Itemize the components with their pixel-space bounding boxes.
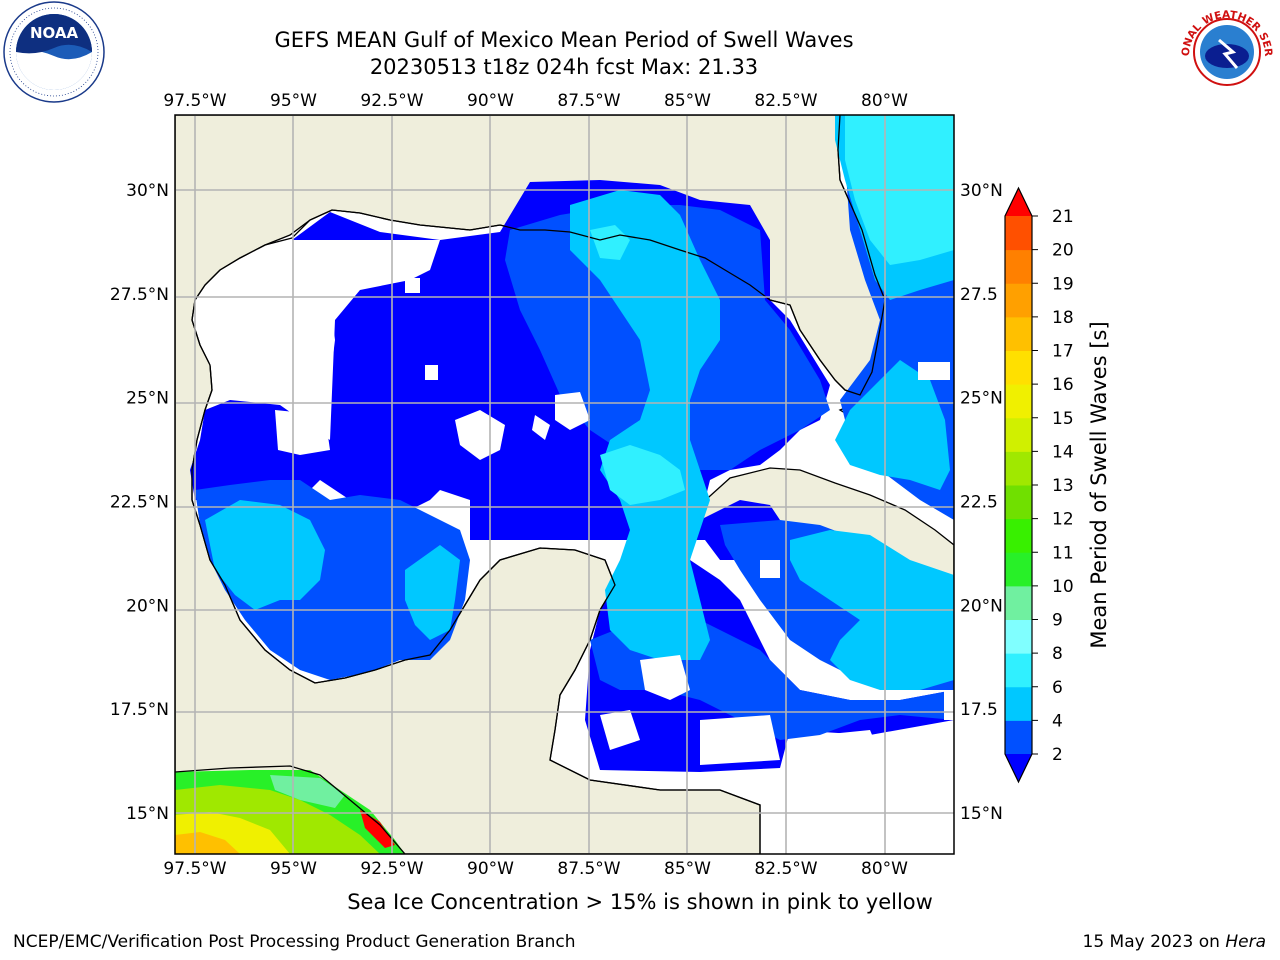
x-tick-label-top: 80°W (861, 91, 908, 111)
colorbar-tick-label: 4 (1052, 711, 1063, 731)
x-tick-label-top: 97.5°W (163, 91, 226, 111)
y-tick-label-left: 22.5°N (110, 493, 169, 513)
chart-subtitle: 20230513 t18z 024h fcst Max: 21.33 (369, 55, 759, 79)
colorbar-segment (1005, 316, 1032, 351)
colorbar-tick-label: 10 (1052, 577, 1074, 597)
field-4to6-b (405, 545, 460, 640)
x-tick-label-bottom: 90°W (467, 859, 514, 879)
x-tick-label-bottom: 87.5°W (557, 859, 620, 879)
swell-field (190, 115, 954, 772)
field-4to6 (205, 500, 325, 610)
colorbar-label: Mean Period of Swell Waves [s] (1087, 321, 1111, 648)
gridlines (175, 115, 954, 854)
colorbar: 2 4 6 8 9 10 11 12 13 14 15 16 17 18 19 20 21 Mean Period… (1004, 186, 1111, 784)
colorbar-tick-label: 17 (1052, 342, 1074, 362)
y-tick-label-left: 17.5°N (110, 700, 169, 720)
colorbar-tick-label: 16 (1052, 375, 1074, 395)
y-tick-label-left: 25°N (126, 389, 169, 409)
y-tick-label-left: 27.5°N (110, 285, 169, 305)
y-tick-label-left: 30°N (126, 181, 169, 201)
field-6to8-b (600, 445, 685, 505)
colorbar-segment (1005, 585, 1032, 620)
colorbar-segment (1005, 216, 1032, 251)
run-date-text: 15 May 2023 on (1082, 932, 1226, 952)
colorbar-tick-label: 8 (1052, 644, 1063, 664)
colorbar-tick-label: 18 (1052, 308, 1074, 328)
y-tick-label-right: 22.5 (960, 493, 998, 513)
colorbar-extend-high (1005, 188, 1032, 216)
sea-ice-orange (175, 832, 240, 854)
noaa-logo-text: NOAA (30, 24, 79, 42)
sea-ice-teal (270, 775, 345, 808)
x-tick-label-bottom: 95°W (270, 859, 317, 879)
colorbar-tick-label: 2 (1052, 745, 1063, 765)
y-tick-label-left: 15°N (126, 804, 169, 824)
sea-ice-note: Sea Ice Concentration > 15% is shown in … (347, 890, 933, 914)
colorbar-segment (1005, 552, 1032, 587)
x-tick-label-top: 85°W (664, 91, 711, 111)
x-tick-label-bottom: 97.5°W (163, 859, 226, 879)
y-tick-label-left: 20°N (126, 596, 169, 616)
colorbar-tick-label: 12 (1052, 510, 1074, 530)
map-frame (174, 114, 955, 855)
colorbar-segment (1005, 249, 1032, 284)
colorbar-tick-label: 14 (1052, 442, 1074, 462)
colorbar-tick-label: 11 (1052, 543, 1074, 563)
y-tick-label-right: 25°N (960, 389, 1003, 409)
nws-logo: NATIONAL WEATHER SERVICE (1175, 0, 1277, 102)
tick-labels: 97.5°W 97.5°W 95°W 95°W 92.5°W 92.5°W 90°W 90°W… (110, 91, 1003, 879)
x-tick-label-top: 87.5°W (557, 91, 620, 111)
x-tick-label-top: 90°W (467, 91, 514, 111)
colorbar-tick-label: 21 (1052, 207, 1074, 227)
y-tick-label-right: 30°N (960, 181, 1003, 201)
x-tick-label-top: 92.5°W (360, 91, 423, 111)
field-4to6-c (570, 190, 720, 660)
run-date: 15 May 2023 on Hera (1083, 932, 1267, 952)
colorbar-segment (1005, 350, 1032, 385)
machine-name: Hera (1225, 932, 1266, 952)
colorbar-segment (1005, 485, 1032, 520)
x-tick-label-top: 95°W (270, 91, 317, 111)
colorbar-segment (1005, 283, 1032, 318)
y-tick-label-right: 17.5 (960, 700, 998, 720)
field-6to8-c (590, 225, 630, 260)
colorbar-segment (1005, 619, 1032, 654)
y-tick-label-right: 15°N (960, 804, 1003, 824)
colorbar-segment (1005, 451, 1032, 486)
colorbar-tick-label: 15 (1052, 409, 1074, 429)
field-4to6-e (835, 360, 950, 490)
sea-ice-field (175, 770, 405, 854)
x-tick-label-bottom: 85°W (664, 859, 711, 879)
colorbar-tick-label: 20 (1052, 241, 1074, 261)
colorbar-tick-label: 9 (1052, 611, 1063, 631)
y-tick-label-right: 20°N (960, 596, 1003, 616)
colorbar-segment (1005, 417, 1032, 452)
colorbar-extend-low (1005, 754, 1032, 782)
colorbar-segment (1005, 518, 1032, 553)
y-tick-label-right: 27.5 (960, 285, 998, 305)
colorbar-segment (1005, 720, 1032, 755)
coastlines (175, 115, 886, 854)
colorbar-tick-label: 13 (1052, 476, 1074, 496)
x-tick-label-bottom: 80°W (861, 859, 908, 879)
x-tick-label-bottom: 82.5°W (754, 859, 817, 879)
colorbar-segment (1005, 653, 1032, 688)
noaa-logo: NOAA (3, 1, 105, 103)
colorbar-tick-label: 6 (1052, 678, 1063, 698)
sea-ice-red (360, 810, 395, 848)
colorbar-segment (1005, 686, 1032, 721)
branch-credit: NCEP/EMC/Verification Post Processing Pr… (13, 932, 576, 952)
x-tick-label-bottom: 92.5°W (360, 859, 423, 879)
x-tick-label-top: 82.5°W (754, 91, 817, 111)
chart-title: GEFS MEAN Gulf of Mexico Mean Period of … (274, 28, 854, 52)
colorbar-tick-label: 19 (1052, 274, 1074, 294)
colorbar-segment (1005, 384, 1032, 419)
